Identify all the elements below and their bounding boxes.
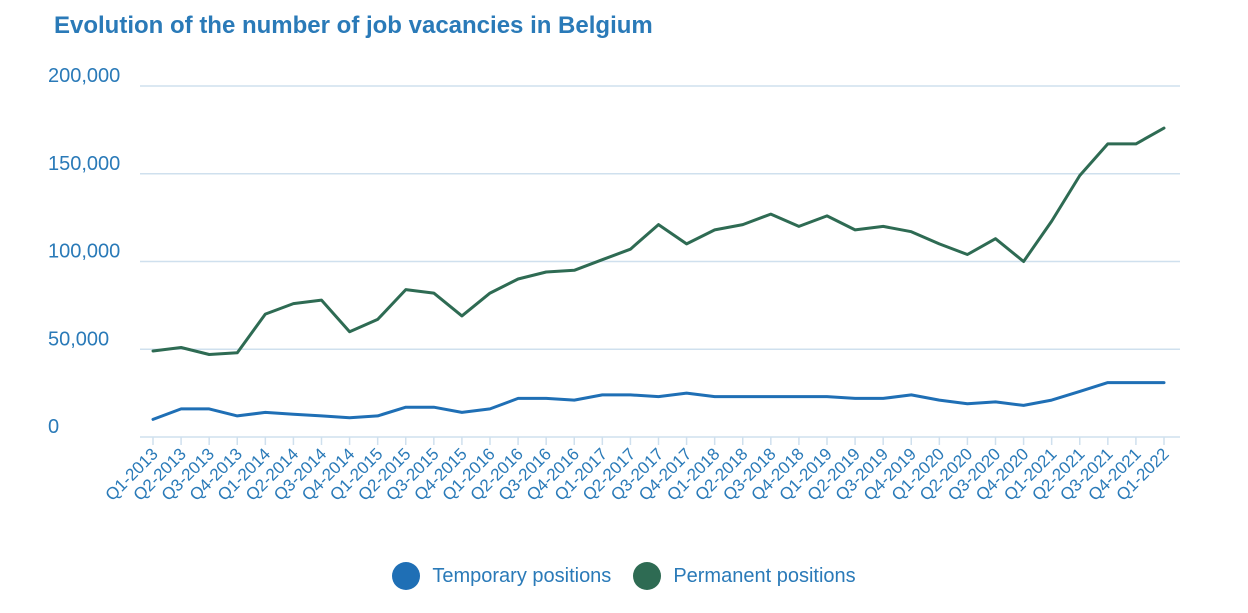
chart-title: Evolution of the number of job vacancies… bbox=[54, 12, 653, 39]
legend-label-temporary: Temporary positions bbox=[432, 564, 612, 587]
legend-label-permanent: Permanent positions bbox=[673, 564, 856, 587]
legend-item-temporary[interactable]: Temporary positions bbox=[392, 562, 611, 590]
legend-item-permanent[interactable]: Permanent positions bbox=[633, 562, 856, 590]
legend-swatch-permanent bbox=[633, 562, 662, 590]
series-line-permanent bbox=[151, 126, 1166, 356]
series-line-temporary bbox=[151, 381, 1166, 421]
legend-swatch-temporary bbox=[392, 562, 421, 590]
legend: Temporary positions Permanent positions bbox=[0, 562, 1248, 590]
y-axis: 0 50,000 100,000 150,000 200,000 bbox=[48, 65, 120, 438]
y-tick-label: 50,000 bbox=[48, 328, 109, 350]
series-lines bbox=[151, 126, 1166, 421]
y-tick-label: 0 bbox=[48, 416, 59, 438]
gridlines bbox=[140, 85, 1180, 438]
y-tick-label: 100,000 bbox=[48, 241, 120, 263]
x-axis: Q1-2013Q2-2013Q3-2013Q4-2013Q1-2014Q2-20… bbox=[102, 437, 1173, 505]
y-tick-label: 150,000 bbox=[48, 153, 120, 175]
y-tick-label: 200,000 bbox=[48, 65, 120, 87]
